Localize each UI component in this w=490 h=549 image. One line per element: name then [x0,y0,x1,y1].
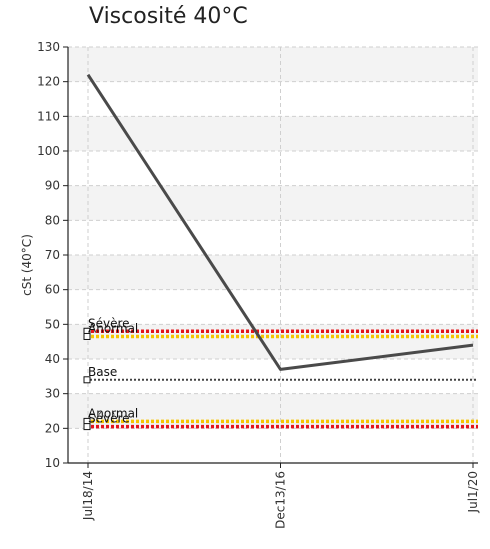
y-tick-label: 70 [45,248,60,262]
series-group [86,73,474,371]
y-tick-label: 80 [45,213,60,227]
y-tick-label: 110 [37,109,60,123]
reference-marker [83,332,91,340]
reference-marker [83,423,91,431]
y-tick-label: 40 [45,352,60,366]
plot-band [68,116,478,151]
reference-label: Base [88,365,117,379]
reference-marker [83,376,91,384]
y-axis-label: cSt (40°C) [20,234,34,296]
x-tick-label: Dec13/16 [274,471,288,529]
plot-band [68,255,478,290]
y-tick-label: 50 [45,317,60,331]
axes [63,46,478,468]
y-tick-label: 90 [45,179,60,193]
x-tick-label: Jul18/14 [81,471,95,521]
chart-title: Viscosité 40°C [89,4,248,29]
x-tick-labels: Jul18/14 Dec13/16 Jul1/20 [81,471,480,529]
x-tick-label: Jul1/20 [466,471,480,513]
y-tick-label: 60 [45,283,60,297]
y-tick-label: 10 [45,456,60,470]
y-tick-label: 100 [37,144,60,158]
reference-label: Sévère [88,412,130,426]
reference-label: Anormal [88,321,138,335]
reference-label: Anormal [88,406,138,420]
y-tick-label: 30 [45,387,60,401]
y-tick-label: 130 [37,40,60,54]
plot-band [68,47,478,82]
y-tick-label: 120 [37,75,60,89]
reference-label: Sévère [88,316,130,330]
plot-band [68,185,478,221]
y-tick-labels: 10 20 30 40 50 60 70 80 90 100 110 120 130 [37,40,60,470]
series-line [86,73,474,371]
y-tick-label: 20 [45,421,60,435]
